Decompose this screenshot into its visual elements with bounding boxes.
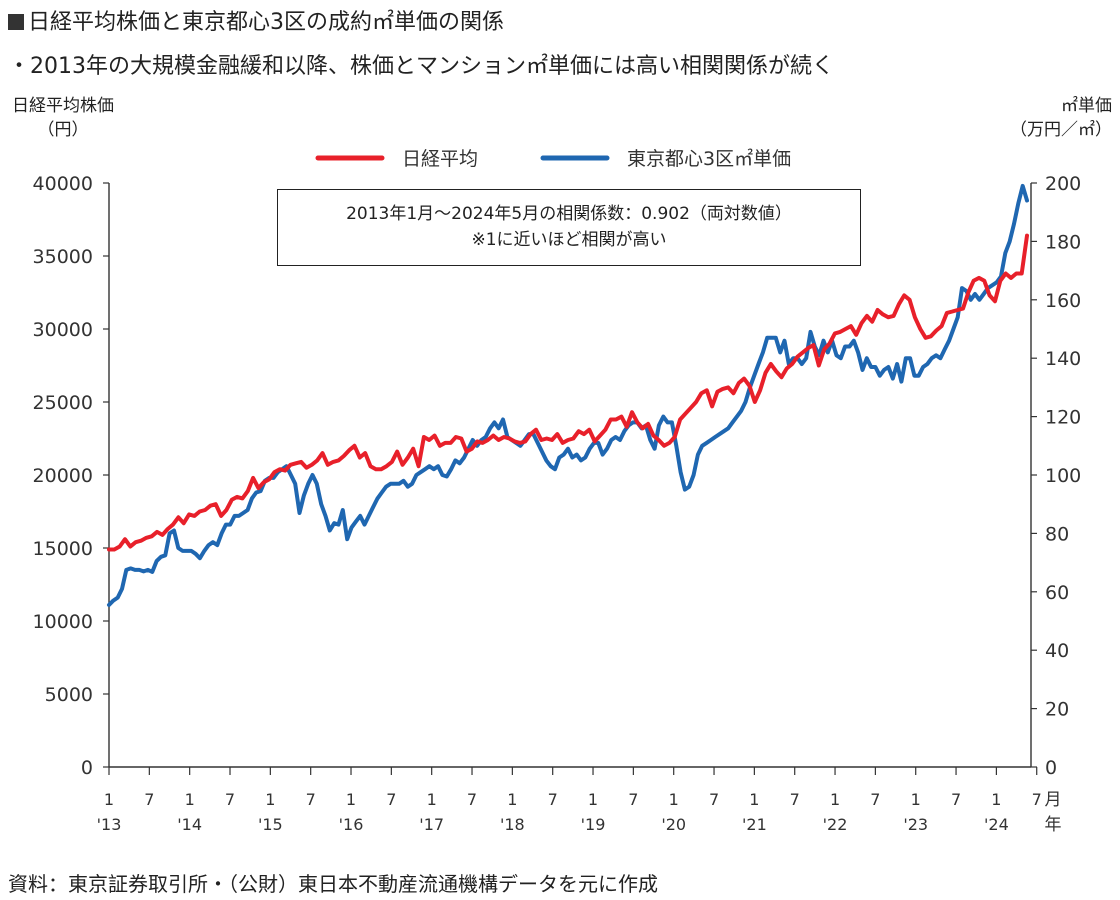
y-axis-left-label: 日経平均株価 （円）: [12, 94, 114, 142]
x-year-label: '16: [339, 815, 364, 834]
x-year-label: '19: [581, 815, 606, 834]
x-month-label: 1: [991, 790, 1001, 809]
x-year-label: '15: [258, 815, 283, 834]
x-month-label: 1: [427, 790, 437, 809]
x-month-label: 7: [386, 790, 396, 809]
x-month-label: 1: [185, 790, 195, 809]
chart-title-text: 日経平均株価と東京都心3区の成約㎡単価の関係: [28, 10, 504, 35]
source-note: 資料：東京証券取引所・（公財）東日本不動産流通機構データを元に作成: [8, 872, 658, 896]
x-month-label: 1: [830, 790, 840, 809]
x-month-label: 7: [709, 790, 719, 809]
y-axis-left-label-line1: 日経平均株価: [12, 96, 114, 116]
x-month-label: 7: [467, 790, 477, 809]
y-right-tick-label: 60: [1045, 582, 1069, 604]
x-month-label: 1: [749, 790, 759, 809]
y-right-tick-label: 140: [1045, 348, 1081, 370]
x-unit-year: 年: [1045, 815, 1062, 835]
y-left-tick-label: 25000: [33, 392, 93, 414]
annotation-line1: 2013年1月～2024年5月の相関係数：0.902（両対数値）: [346, 204, 792, 224]
x-month-label: 7: [225, 790, 235, 809]
y-right-tick-label: 120: [1045, 407, 1081, 429]
x-year-label: '18: [500, 815, 525, 834]
y-axis-left-label-line2: （円）: [37, 120, 89, 140]
legend-label: 東京都心3区㎡単価: [627, 147, 791, 170]
correlation-annotation: 2013年1月～2024年5月の相関係数：0.902（両対数値） ※1に近いほど…: [277, 189, 861, 266]
x-year-label: '20: [661, 815, 686, 834]
x-year-label: '23: [903, 815, 928, 834]
y-left-tick-label: 0: [81, 757, 93, 779]
y-left-tick-label: 10000: [33, 611, 93, 633]
y-left-tick-label: 35000: [33, 246, 93, 268]
y-left-tick-label: 20000: [33, 465, 93, 487]
x-month-label: 1: [588, 790, 598, 809]
series-line-nikkei: [107, 233, 1029, 552]
x-year-label: '14: [177, 815, 202, 834]
y-axis-right-label-line2: （万円／㎡）: [1010, 120, 1112, 140]
chart-subtitle: ・2013年の大規模金融緩和以降、株価とマンション㎡単価には高い相関関係が続く: [8, 54, 834, 79]
y-right-tick-label: 0: [1045, 757, 1057, 779]
x-month-label: 1: [265, 790, 275, 809]
x-month-label: 1: [507, 790, 517, 809]
x-month-label: 1: [669, 790, 679, 809]
legend-label: 日経平均: [402, 148, 478, 170]
title-square-icon: [8, 14, 24, 30]
x-year-label: '13: [97, 815, 122, 834]
x-month-label: 1: [911, 790, 921, 809]
y-left-tick-label: 30000: [33, 319, 93, 341]
x-month-label: 7: [870, 790, 880, 809]
x-month-label: 7: [628, 790, 638, 809]
y-left-tick-label: 40000: [33, 173, 93, 195]
x-year-label: '17: [419, 815, 444, 834]
x-month-label: 7: [1032, 790, 1042, 809]
x-unit-month: 月: [1045, 790, 1062, 810]
y-axis-right-label-line1: ㎡単価: [1061, 96, 1112, 116]
x-month-label: 7: [306, 790, 316, 809]
y-right-tick-label: 20: [1045, 699, 1069, 721]
x-year-label: '22: [823, 815, 848, 834]
y-right-tick-label: 40: [1045, 640, 1069, 662]
x-month-label: 7: [144, 790, 154, 809]
y-left-tick-label: 5000: [45, 684, 93, 706]
x-month-label: 1: [104, 790, 114, 809]
y-left-tick-label: 15000: [33, 538, 93, 560]
y-right-tick-label: 200: [1045, 173, 1081, 195]
y-right-tick-label: 180: [1045, 231, 1081, 253]
y-right-tick-label: 100: [1045, 465, 1081, 487]
y-axis-right-label: ㎡単価 （万円／㎡）: [1010, 94, 1112, 142]
x-month-label: 7: [548, 790, 558, 809]
series-line-tokyo-m2-price: [107, 183, 1029, 607]
y-right-tick-label: 160: [1045, 290, 1081, 312]
chart-title: 日経平均株価と東京都心3区の成約㎡単価の関係: [8, 4, 504, 36]
y-right-tick-label: 80: [1045, 523, 1069, 545]
x-month-label: 7: [951, 790, 961, 809]
annotation-line2: ※1に近いほど相関が高い: [471, 230, 667, 250]
x-year-label: '21: [742, 815, 767, 834]
x-month-label: 1: [346, 790, 356, 809]
x-year-label: '24: [984, 815, 1009, 834]
x-month-label: 7: [790, 790, 800, 809]
